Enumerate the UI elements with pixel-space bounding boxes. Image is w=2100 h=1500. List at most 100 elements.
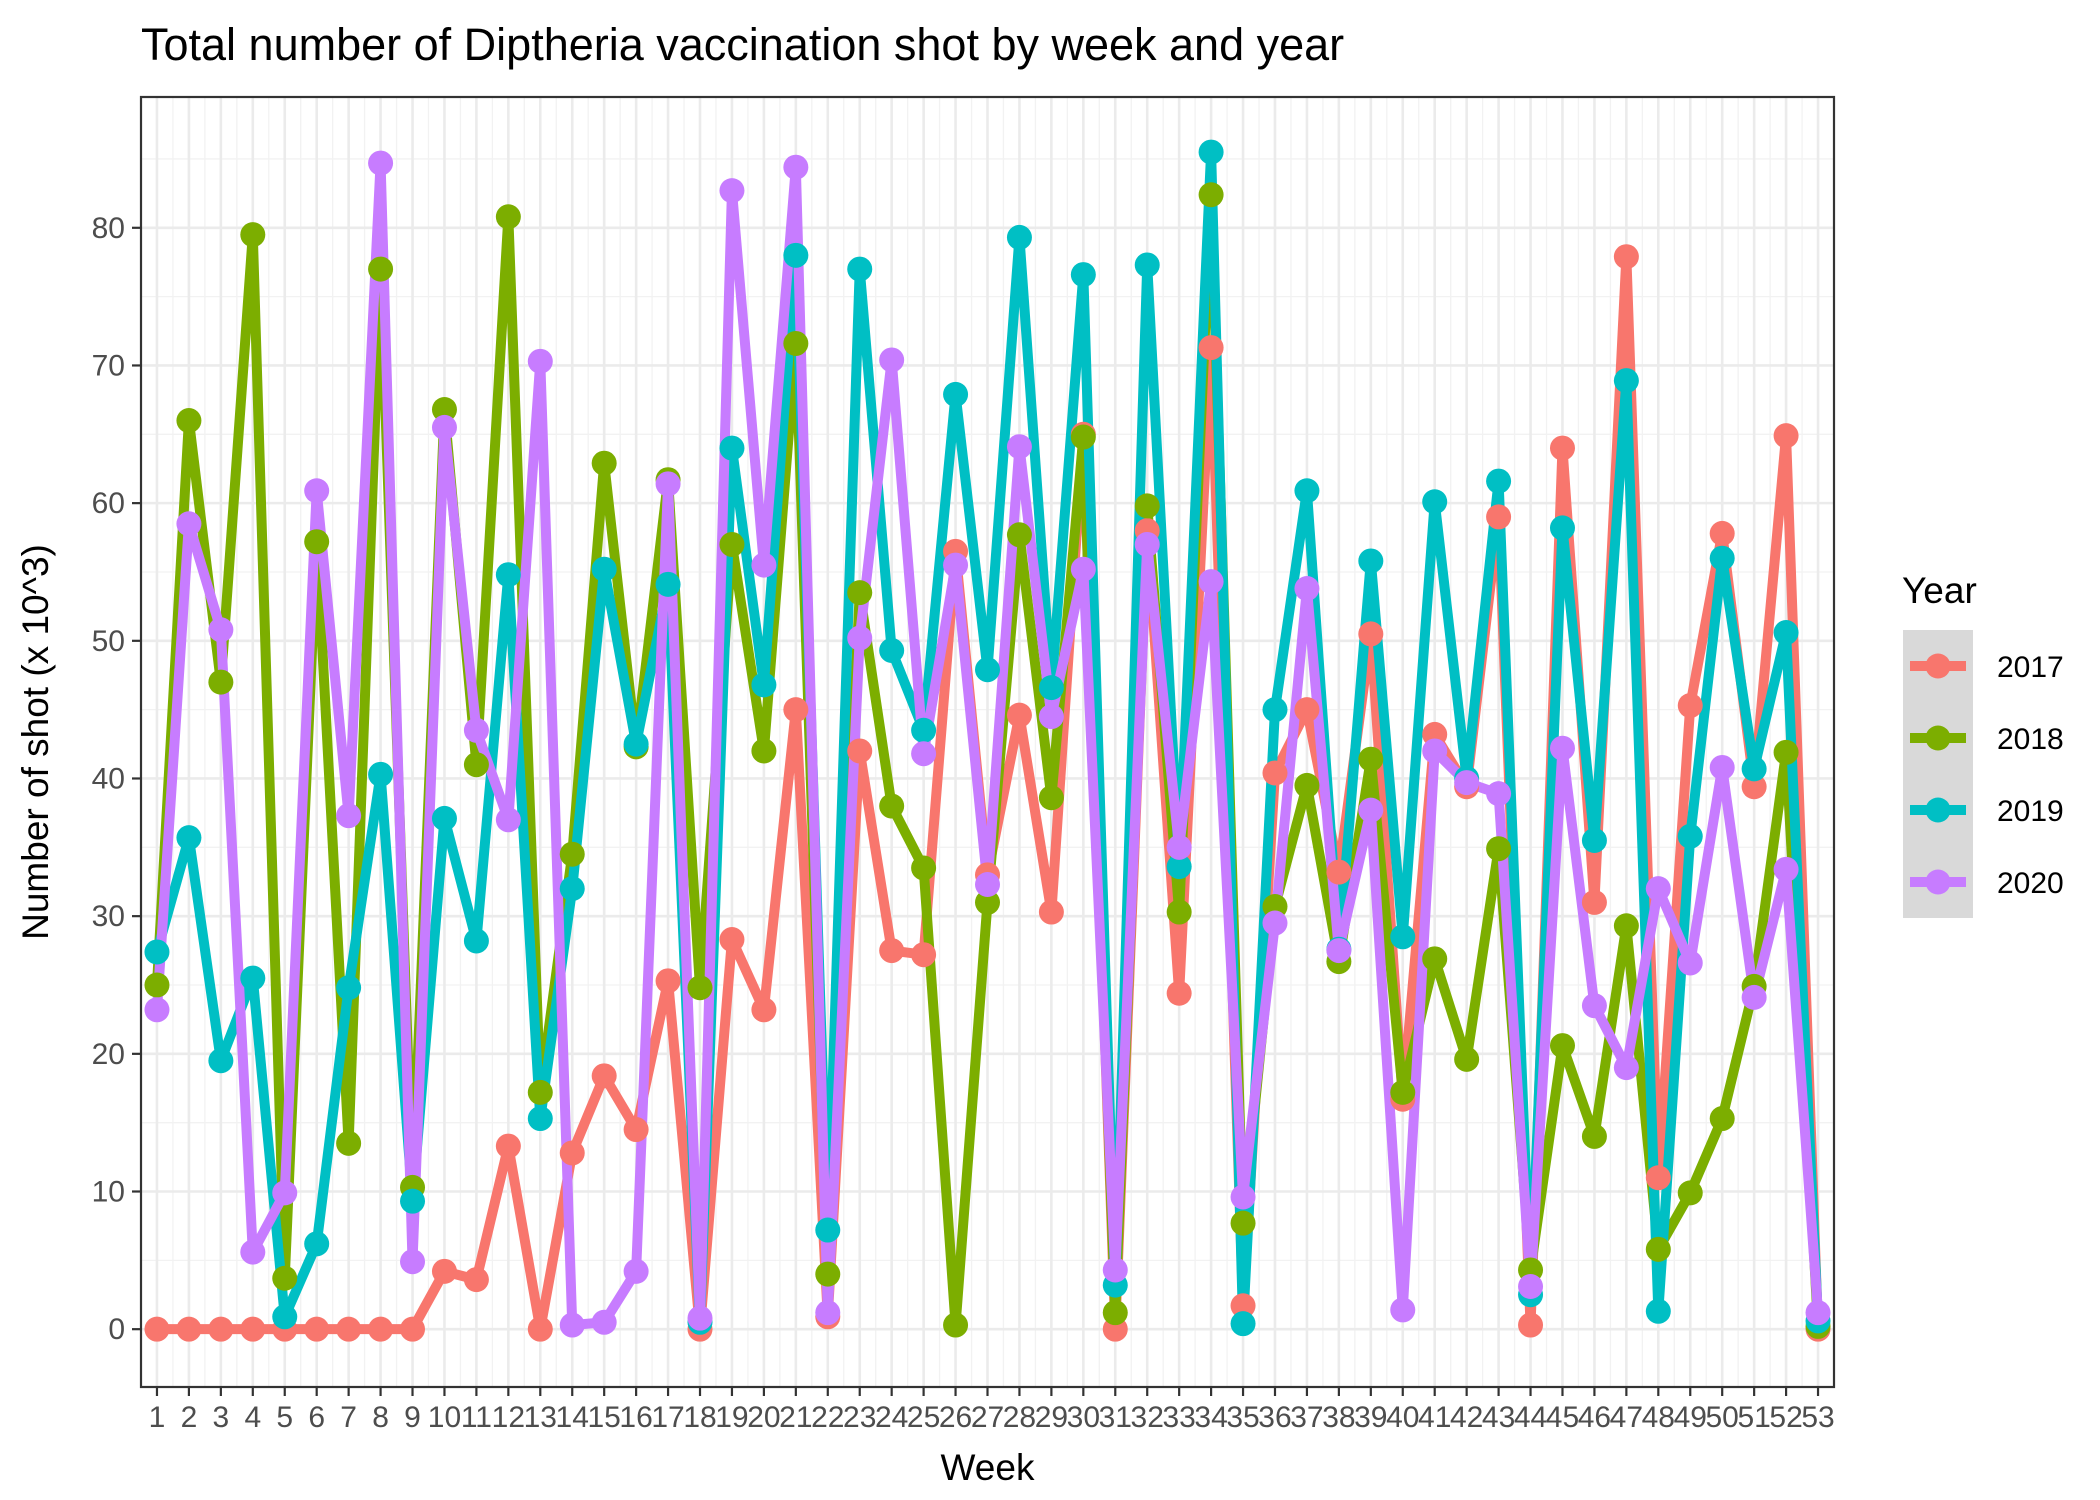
data-point-2019-week-4	[240, 965, 266, 991]
data-point-2019-week-30	[1070, 262, 1096, 288]
x-tick-label: 52	[1769, 1401, 1802, 1434]
data-point-2020-week-50	[1709, 754, 1735, 780]
data-point-2018-week-12	[495, 204, 521, 230]
data-point-2020-week-20	[751, 552, 777, 578]
data-point-2017-week-23	[847, 738, 873, 764]
data-point-2020-week-49	[1677, 950, 1703, 976]
data-point-2020-week-31	[1102, 1257, 1128, 1283]
data-point-2018-week-31	[1102, 1300, 1128, 1326]
x-tick-label: 23	[843, 1401, 876, 1434]
x-tick-label: 33	[1162, 1401, 1195, 1434]
data-point-2019-week-21	[783, 242, 809, 268]
data-point-2020-week-11	[463, 717, 489, 743]
legend-label-2019: 2019	[1997, 795, 2064, 828]
data-point-2020-week-27	[975, 871, 1000, 897]
data-point-2017-week-6	[304, 1316, 330, 1342]
data-point-2019-week-48	[1645, 1298, 1671, 1324]
data-point-2019-week-15	[591, 556, 617, 582]
y-tick-label: 20	[92, 1038, 125, 1071]
data-point-2017-week-47	[1613, 244, 1639, 270]
data-point-2018-week-15	[591, 450, 617, 476]
data-point-2020-week-14	[559, 1312, 585, 1338]
legend-key-point-2019	[1925, 797, 1951, 823]
data-point-2020-week-40	[1390, 1297, 1416, 1323]
data-point-2019-week-12	[495, 562, 521, 588]
data-point-2019-week-8	[368, 761, 394, 787]
legend-label-2020: 2020	[1997, 867, 2064, 900]
data-point-2017-week-39	[1358, 621, 1384, 647]
data-point-2018-week-19	[719, 531, 745, 557]
series-points	[144, 139, 1831, 1342]
y-axis: 0 10 20 30 40 50 60 70 80	[92, 212, 141, 1346]
data-point-2018-week-48	[1645, 1236, 1671, 1262]
data-point-2019-week-39	[1358, 548, 1384, 574]
data-point-2017-week-1	[144, 1316, 170, 1342]
data-point-2020-week-4	[240, 1239, 266, 1265]
data-point-2020-week-39	[1358, 797, 1384, 823]
x-tick-label: 28	[1003, 1401, 1036, 1434]
data-point-2020-week-24	[879, 347, 905, 373]
legend-label-2017: 2017	[1997, 651, 2064, 684]
data-point-2019-week-35	[1230, 1311, 1256, 1337]
data-point-2020-week-45	[1549, 735, 1575, 761]
data-point-2019-week-2	[176, 825, 202, 851]
y-tick-label: 60	[92, 487, 125, 520]
data-point-2018-week-41	[1422, 946, 1448, 972]
x-tick-label: 3	[213, 1401, 230, 1434]
data-point-2020-week-51	[1741, 984, 1767, 1010]
data-point-2017-week-33	[1166, 980, 1192, 1006]
x-tick-label: 9	[404, 1401, 421, 1434]
data-point-2018-week-29	[1038, 785, 1064, 811]
data-point-2019-week-41	[1422, 489, 1448, 515]
data-point-2020-week-26	[943, 552, 969, 578]
data-point-2017-week-20	[751, 997, 777, 1023]
data-point-2020-week-13	[527, 348, 553, 374]
data-point-2018-week-5	[272, 1265, 298, 1291]
data-point-2017-week-37	[1294, 697, 1320, 723]
data-point-2019-week-5	[272, 1304, 298, 1330]
data-point-2018-week-28	[1006, 522, 1032, 548]
x-tick-label: 4	[244, 1401, 261, 1434]
x-tick-label: 27	[971, 1401, 1004, 1434]
x-tick-label: 53	[1801, 1401, 1834, 1434]
data-point-2018-week-11	[463, 752, 489, 778]
data-point-2017-week-46	[1581, 889, 1607, 915]
data-point-2019-week-10	[431, 805, 457, 831]
x-tick-label: 18	[683, 1401, 716, 1434]
data-point-2018-week-43	[1486, 836, 1512, 862]
data-point-2019-week-40	[1390, 924, 1416, 950]
data-point-2018-week-27	[975, 889, 1000, 915]
data-point-2018-week-39	[1358, 746, 1384, 772]
data-point-2019-week-17	[655, 571, 681, 597]
x-tick-label: 39	[1354, 1401, 1387, 1434]
legend-label-2018: 2018	[1997, 723, 2064, 756]
x-tick-label: 41	[1418, 1401, 1451, 1434]
data-point-2019-week-34	[1198, 139, 1224, 165]
data-point-2019-week-1	[144, 939, 170, 965]
x-tick-label: 38	[1322, 1401, 1355, 1434]
data-point-2020-week-36	[1262, 910, 1288, 936]
data-point-2017-week-12	[495, 1133, 521, 1159]
data-point-2020-week-9	[400, 1249, 426, 1275]
data-point-2019-week-45	[1549, 515, 1575, 541]
data-point-2017-week-36	[1262, 760, 1288, 786]
data-point-2017-week-38	[1326, 859, 1352, 885]
x-tick-label: 43	[1482, 1401, 1515, 1434]
data-point-2017-week-45	[1549, 435, 1575, 461]
data-point-2018-week-50	[1709, 1106, 1735, 1132]
x-tick-label: 49	[1674, 1401, 1707, 1434]
data-point-2017-week-49	[1677, 693, 1703, 719]
x-tick-label: 32	[1131, 1401, 1164, 1434]
x-tick-label: 14	[556, 1401, 589, 1434]
data-point-2020-week-22	[815, 1300, 841, 1326]
data-point-2017-week-14	[559, 1140, 585, 1166]
data-point-2019-week-6	[304, 1231, 330, 1257]
data-point-2019-week-20	[751, 672, 777, 698]
data-point-2019-week-26	[943, 381, 969, 407]
x-tick-label: 16	[619, 1401, 652, 1434]
data-point-2019-week-36	[1262, 697, 1288, 723]
legend: Year 2017 2018 2019 2020	[1902, 570, 2064, 918]
y-tick-label: 80	[92, 212, 125, 245]
x-tick-label: 11	[461, 1401, 492, 1434]
data-point-2020-week-52	[1773, 856, 1799, 882]
